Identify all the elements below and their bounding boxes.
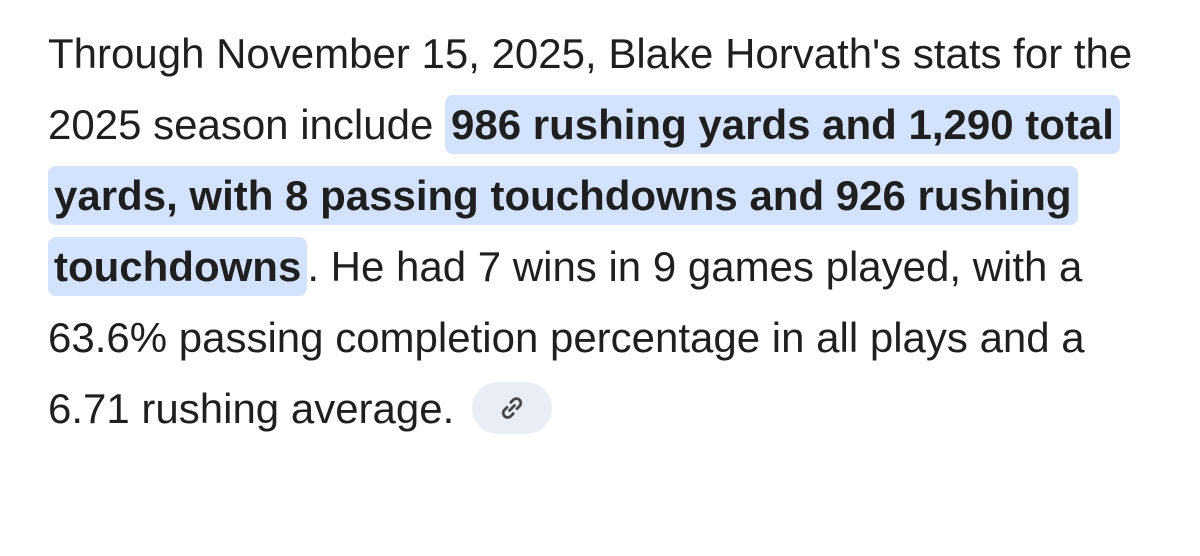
source-link-chip[interactable] <box>472 381 553 434</box>
response-paragraph: Through November 15, 2025, Blake Horvath… <box>48 18 1158 444</box>
text: Through November 15, 2025, Blake Horvath… <box>48 30 1133 148</box>
link-icon <box>502 397 523 419</box>
text: . He had 7 wins in 9 games played, with … <box>48 243 1085 432</box>
